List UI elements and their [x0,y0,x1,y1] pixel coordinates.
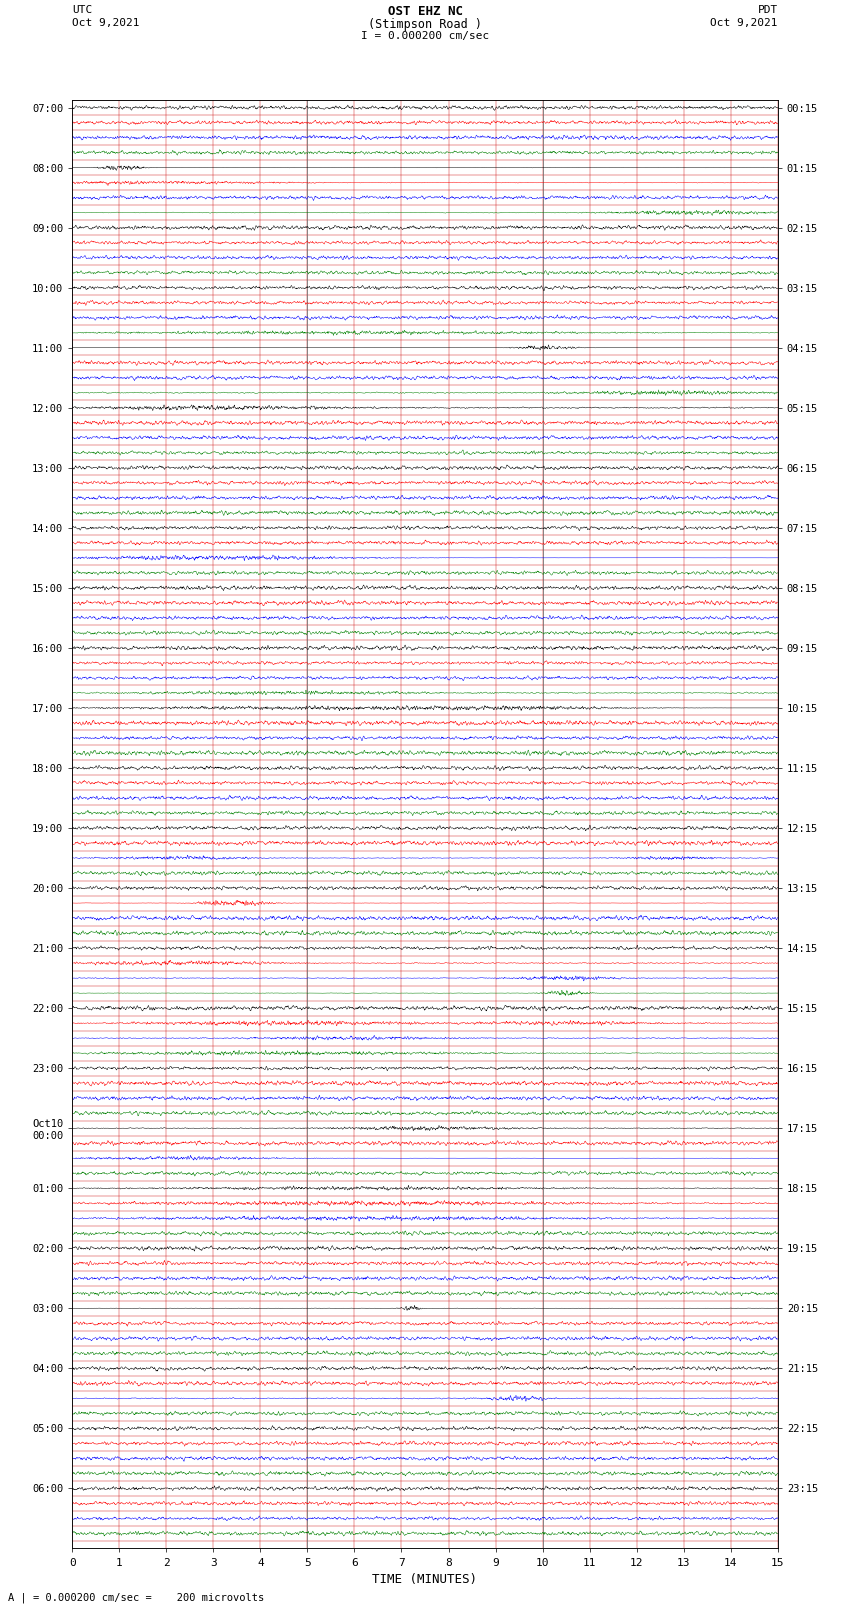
X-axis label: TIME (MINUTES): TIME (MINUTES) [372,1573,478,1586]
Text: OST EHZ NC: OST EHZ NC [388,5,462,18]
Text: UTC: UTC [72,5,93,15]
Text: Oct 9,2021: Oct 9,2021 [711,18,778,27]
Text: A | = 0.000200 cm/sec =    200 microvolts: A | = 0.000200 cm/sec = 200 microvolts [8,1592,264,1603]
Text: (Stimpson Road ): (Stimpson Road ) [368,18,482,31]
Text: I = 0.000200 cm/sec: I = 0.000200 cm/sec [361,31,489,40]
Text: Oct 9,2021: Oct 9,2021 [72,18,139,27]
Text: PDT: PDT [757,5,778,15]
